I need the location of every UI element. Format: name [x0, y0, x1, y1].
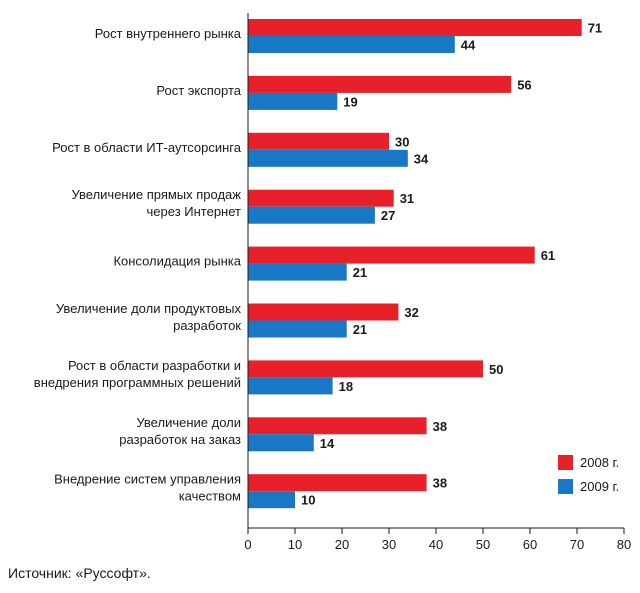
bar-chart: Рост внутреннего рынка Рост экспорта Рост … [34, 13, 631, 552]
bar-2008-5 [248, 303, 399, 321]
category-label-4: Консолидация рынка [113, 254, 241, 269]
value-label-2008-7: 38 [433, 419, 447, 434]
bar-2008-1 [248, 75, 512, 93]
category-labels: Рост внутреннего рынка Рост экспорта Рост … [34, 26, 242, 504]
value-label-2008-0: 71 [588, 21, 602, 36]
value-label-2008-8: 38 [433, 476, 447, 491]
bar-2008-4 [248, 246, 535, 264]
value-label-2009-0: 44 [461, 38, 476, 53]
value-label-2008-2: 30 [395, 134, 409, 149]
value-label-2008-5: 32 [404, 305, 418, 320]
x-tick-label-20: 20 [335, 537, 349, 552]
value-label-2009-8: 10 [301, 493, 315, 508]
value-label-2008-1: 56 [517, 77, 531, 92]
x-tick-label-40: 40 [429, 537, 443, 552]
bar-2009-5 [248, 320, 347, 338]
category-label-6-line-0: Рост в области разработки и [68, 358, 241, 373]
category-label-0: Рост внутреннего рынка [95, 26, 242, 41]
value-label-2009-7: 14 [320, 436, 335, 451]
x-axis: 0 10 20 30 40 50 60 70 80 [244, 13, 631, 552]
x-tick-label-0: 0 [244, 537, 251, 552]
bar-2009-6 [248, 377, 333, 395]
bar-2008-8 [248, 474, 427, 492]
value-label-2009-4: 21 [353, 265, 367, 280]
value-label-2009-6: 18 [339, 379, 353, 394]
value-label-2009-5: 21 [353, 322, 367, 337]
bar-2009-3 [248, 206, 375, 224]
category-label-3-line-1: через Интернет [147, 204, 242, 219]
x-tick-label-10: 10 [288, 537, 302, 552]
bar-2008-0 [248, 19, 582, 36]
source-note: Источник: «Руссофт». [8, 565, 151, 581]
bar-2008-3 [248, 189, 394, 207]
category-label-7-line-0: Увеличение доли [136, 415, 241, 430]
category-label-6-line-1: внедрения программных решений [34, 375, 241, 390]
category-label-8-line-1: качеством [179, 489, 241, 504]
x-tick-label-60: 60 [523, 537, 537, 552]
category-label-5-line-0: Увеличение доли продуктовых [56, 301, 242, 316]
value-label-2008-6: 50 [489, 362, 503, 377]
category-label-5-line-1: разработок [173, 318, 241, 333]
value-label-2008-3: 31 [400, 191, 414, 206]
x-tick-label-30: 30 [382, 537, 396, 552]
category-label-2: Рост в области ИТ-аутсорсинга [52, 140, 242, 155]
value-labels: 71 44 56 19 30 34 31 27 61 21 32 21 50 18 38 14 38 10 [301, 21, 602, 508]
value-label-2009-2: 34 [414, 151, 429, 166]
bar-2009-1 [248, 92, 338, 110]
bar-2009-0 [248, 36, 455, 53]
legend-label-2009: 2009 г. [580, 479, 619, 494]
bar-2009-8 [248, 491, 295, 509]
category-label-8-line-0: Внедрение систем управления [54, 472, 241, 487]
bar-2008-7 [248, 417, 427, 435]
bar-2009-7 [248, 434, 314, 452]
category-label-7-line-1: разработок на заказ [119, 432, 241, 447]
x-tick-label-80: 80 [617, 537, 631, 552]
value-label-2009-3: 27 [381, 208, 395, 223]
legend-label-2008: 2008 г. [580, 455, 619, 470]
bar-2009-2 [248, 149, 408, 167]
x-tick-label-70: 70 [570, 537, 584, 552]
bars-group [248, 19, 582, 509]
value-label-2009-1: 19 [343, 94, 357, 109]
value-label-2008-4: 61 [541, 248, 555, 263]
legend-swatch-2008 [558, 455, 573, 470]
category-label-3-line-0: Увеличение прямых продаж [71, 187, 241, 202]
legend-swatch-2009 [558, 479, 573, 494]
bar-2009-4 [248, 263, 347, 281]
legend: 2008 г. 2009 г. [558, 455, 619, 494]
bar-2008-6 [248, 360, 483, 378]
category-label-1: Рост экспорта [156, 83, 241, 98]
x-tick-label-50: 50 [476, 537, 490, 552]
bar-2008-2 [248, 132, 389, 150]
